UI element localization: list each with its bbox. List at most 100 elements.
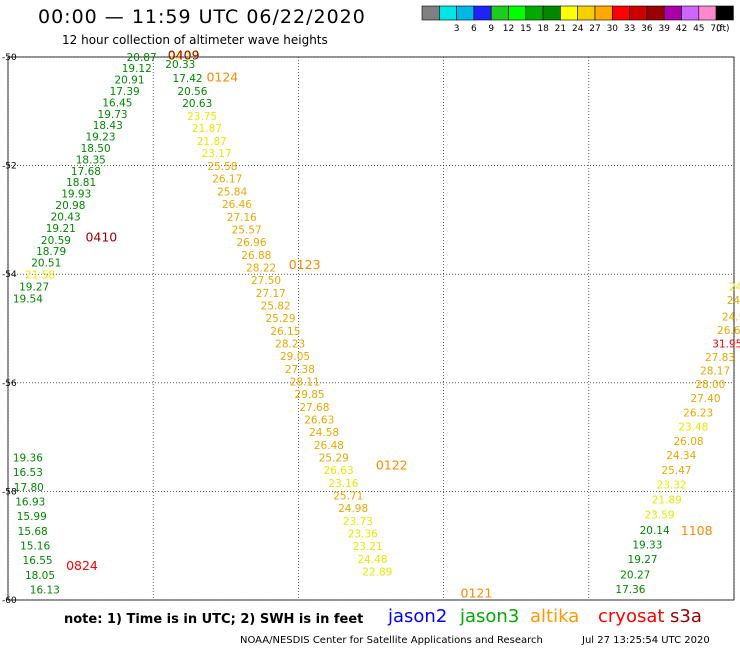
swh-value: 26.08 [674,436,704,448]
swh-value: 25.47 [661,465,691,477]
swh-value: 17.80 [14,482,44,494]
swh-value: 19.23 [85,132,115,144]
swh-value: 26.48 [314,440,344,452]
swh-value: 25.57 [232,224,262,236]
swh-value: 16.13 [30,584,60,596]
swh-value: 26.96 [236,237,266,249]
swh-value: 29.05 [280,351,310,363]
legend-tick-label: 18 [537,24,549,34]
swh-value: 25.29 [319,453,349,465]
swh-value: 16.55 [23,555,53,567]
swh-value: 23.17 [202,148,232,160]
swh-value: 15.68 [18,526,48,538]
y-tick-label: -58 [2,487,17,497]
pass-time-label: 0123 [289,257,321,272]
satellite-cryosat: cryosat [598,606,665,627]
color-scale-legend: 3 6 9 12 15 18 21 24 27 30 33 36 39 42 45 70(ft) [421,5,734,34]
chart-subtitle: 12 hour collection of altimeter wave hei… [62,33,328,47]
swh-value: 20.27 [620,569,650,581]
legend-tick-label: 6 [471,24,477,34]
swh-value: 25.82 [261,300,291,312]
pass-time-label: 0121 [461,585,493,600]
swh-value: 17.39 [110,86,140,98]
swh-value: 17.42 [173,73,203,85]
swh-value: 26.63 [324,465,354,477]
swh-value: 20.63 [182,98,212,110]
plot-frame [7,56,735,601]
swh-value: 16.53 [13,467,43,479]
swh-value: 23.21 [353,541,383,553]
y-tick-label: -56 [2,379,17,389]
footer-credit: NOAA/NESDIS Center for Satellite Applica… [240,635,543,646]
swh-value: 27.40 [690,393,720,405]
legend-tick-label: 12 [503,24,514,34]
pass-time-label: 0122 [376,458,408,473]
swh-value: 28.17 [700,366,730,378]
swh-value: 19.27 [19,281,49,293]
y-tick-label: -50 [2,53,17,63]
swh-value: 23.73 [343,516,373,528]
pass-time-label: 0824 [66,558,98,573]
swh-value: 20.56 [177,86,207,98]
swh-value: 19.33 [632,539,662,551]
satellite-altika: altika [530,606,580,627]
satellite-jason3: jason3 [460,606,520,627]
legend-tick-label: 42 [676,24,687,34]
satellite-jason2: jason2 [388,606,448,627]
legend-tick-label: 70 [710,24,722,34]
swh-value: 28.23 [275,339,305,351]
pass-time-label: 0409 [168,48,200,63]
swh-value: 20.91 [114,75,144,87]
pass-time-label: 1108 [681,523,713,538]
swh-value: 23.19 [169,51,199,63]
swh-value: 27.38 [285,364,315,376]
swh-value: 28.11 [290,377,320,389]
swh-value: 18.81 [66,177,96,189]
swh-value: 18.79 [36,246,66,258]
swh-value: 18.50 [81,143,111,155]
swh-value: 25.71 [333,491,363,503]
swh-value: 20.87 [127,52,157,64]
swh-value: 25.58 [207,161,237,173]
swh-value: 23.16 [328,478,358,490]
swh-value: 20.59 [41,235,71,247]
swh-value: 26.17 [212,173,242,185]
legend-tick-label: 45 [693,24,704,34]
swh-value: 26.62 [717,325,740,337]
swh-value: 23.36 [348,529,378,541]
legend-unit: (ft) [716,24,730,34]
pass-time-label: 0410 [85,230,117,245]
y-tick-label: -60 [2,596,17,605]
satellite-s3a: s3a [670,606,702,627]
swh-value: 15.16 [20,541,50,553]
legend-tick-label: 15 [520,24,531,34]
swh-value: 17.68 [71,166,101,178]
swh-value: 20.43 [51,211,81,223]
swh-value: 22.89 [362,567,392,579]
swh-value: 19.21 [46,223,76,235]
swh-value: 27.50 [251,275,281,287]
swh-value: 26.23 [683,407,713,419]
swh-value: 26.46 [222,199,252,211]
pass-time-label: 0124 [206,69,238,84]
swh-value: 20.98 [55,200,85,212]
swh-value: 24.58 [309,427,339,439]
swh-value: 23.48 [678,422,708,434]
y-tick-label: -52 [2,162,17,172]
swh-value: 21.89 [652,494,682,506]
swh-value: 21.58 [25,270,55,282]
swh-value: 26.15 [270,326,300,338]
swh-value: 27.17 [256,288,286,300]
swh-value: 19.36 [13,453,43,465]
y-tick-label: -54 [2,270,17,280]
swh-value: 18.05 [25,570,55,582]
swh-value: 23.75 [187,111,217,123]
chart-title: 00:00 — 11:59 UTC 06/22/2020 [38,6,366,28]
swh-value: 27.83 [705,352,735,364]
swh-value: 26.63 [304,415,334,427]
legend-tick-label: 27 [589,24,600,34]
swh-value: 23.59 [644,510,674,522]
swh-value: 18.43 [93,120,123,132]
swh-value: 20.51 [31,258,61,270]
swh-value: 17.36 [615,584,645,596]
